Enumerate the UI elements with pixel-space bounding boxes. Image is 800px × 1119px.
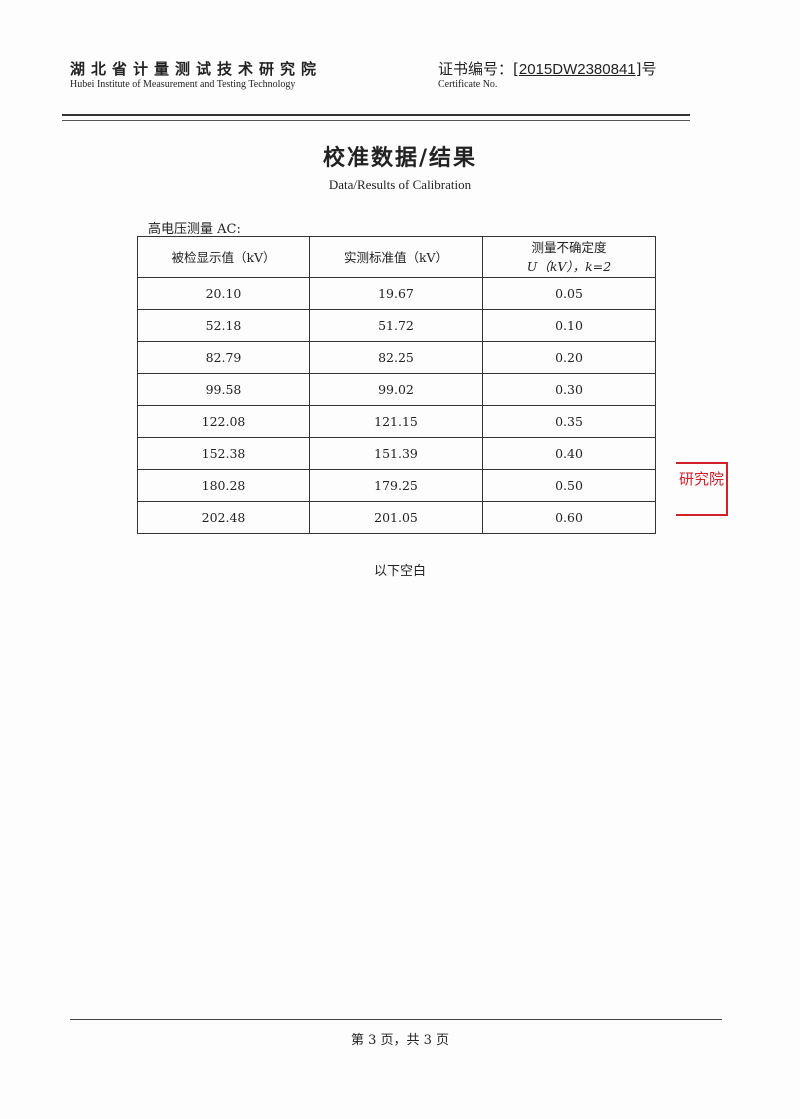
standard-value-cell: 19.67 (309, 277, 483, 310)
page-subtitle: Data/Results of Calibration (328, 177, 472, 192)
table-header-row: 被检显示值（kV） 实测标准值（kV） 测量不确定度 U（kV），k=2 (137, 236, 656, 278)
indicated-value-cell: 202.48 (137, 501, 310, 534)
uncertainty-cell: 0.10 (482, 309, 656, 342)
section-label: 高电压测量 AC: (148, 222, 241, 237)
header-divider (62, 114, 690, 121)
standard-value-cell: 51.72 (309, 309, 483, 342)
certificate-number-value: 2015DW2380841 (518, 61, 636, 78)
standard-value-cell: 179.25 (309, 469, 483, 502)
uncertainty-cell: 0.20 (482, 341, 656, 374)
standard-value-cell: 99.02 (309, 373, 483, 406)
certificate-suffix: 号 (641, 60, 657, 78)
institute-name-en: Hubei Institute of Measurement and Testi… (70, 79, 296, 90)
indicated-value-cell: 180.28 (137, 469, 310, 502)
uncertainty-cell: 0.50 (482, 469, 656, 502)
standard-value-cell: 121.15 (309, 405, 483, 438)
blank-below-note: 以下空白 (373, 564, 426, 579)
certificate-label: 证书编号： (438, 60, 514, 78)
table-row: 99.58 99.02 0.30 (137, 373, 656, 406)
header-uncertainty-line2: U（kV），k=2 (526, 259, 612, 274)
indicated-value-cell: 20.10 (137, 277, 310, 310)
standard-value-cell: 82.25 (309, 341, 483, 374)
header-uncertainty-line1: 测量不确定度 (531, 240, 607, 255)
table-row: 20.10 19.67 0.05 (137, 277, 656, 310)
indicated-value-cell: 82.79 (137, 341, 310, 374)
official-stamp: 研究院 (676, 462, 728, 516)
indicated-value-cell: 152.38 (137, 437, 310, 470)
header-uncertainty: 测量不确定度 U（kV），k=2 (482, 236, 656, 278)
uncertainty-cell: 0.05 (482, 277, 656, 310)
table-row: 152.38 151.39 0.40 (137, 437, 656, 470)
indicated-value-cell: 122.08 (137, 405, 310, 438)
uncertainty-cell: 0.40 (482, 437, 656, 470)
table-row: 180.28 179.25 0.50 (137, 469, 656, 502)
table-row: 82.79 82.25 0.20 (137, 341, 656, 374)
certificate-number: 证书编号：[2015DW2380841]号 (438, 60, 657, 78)
header-standard-value: 实测标准值（kV） (309, 236, 483, 278)
page-title: 校准数据/结果 (322, 146, 478, 171)
header-indicated-value: 被检显示值（kV） (137, 236, 310, 278)
table-row: 122.08 121.15 0.35 (137, 405, 656, 438)
calibration-table: 被检显示值（kV） 实测标准值（kV） 测量不确定度 U（kV），k=2 20.1… (137, 236, 656, 534)
table-row: 52.18 51.72 0.10 (137, 309, 656, 342)
standard-value-cell: 151.39 (309, 437, 483, 470)
indicated-value-cell: 99.58 (137, 373, 310, 406)
footer-divider (70, 1019, 722, 1020)
page-number: 第 3 页，共 3 页 (350, 1033, 450, 1048)
institute-name-cn: 湖北省计量测试技术研究院 (70, 60, 323, 78)
table-row: 202.48 201.05 0.60 (137, 501, 656, 534)
uncertainty-cell: 0.60 (482, 501, 656, 534)
uncertainty-cell: 0.35 (482, 405, 656, 438)
standard-value-cell: 201.05 (309, 501, 483, 534)
indicated-value-cell: 52.18 (137, 309, 310, 342)
uncertainty-cell: 0.30 (482, 373, 656, 406)
certificate-label-en: Certificate No. (438, 79, 498, 90)
